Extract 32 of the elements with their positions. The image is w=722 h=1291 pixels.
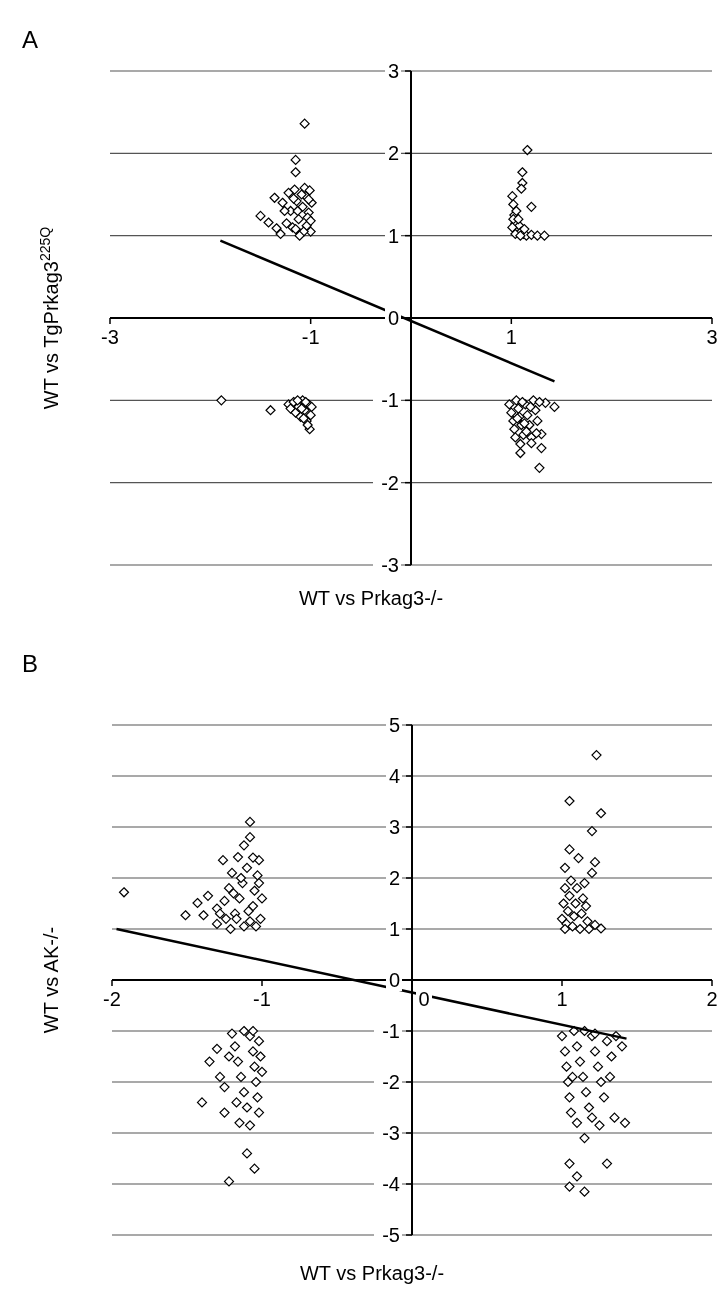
- y-tick-label: 2: [388, 867, 400, 889]
- chart-title: B: [22, 650, 39, 677]
- x-tick-label: 2: [706, 988, 718, 1010]
- y-tick-label: 1: [387, 224, 399, 247]
- x-axis-title: WT vs Prkag3-/-: [299, 1262, 445, 1284]
- x-tick-label: -3: [101, 326, 119, 348]
- y-tick-label: -3: [381, 554, 399, 576]
- y-tick-label: 2: [387, 142, 399, 165]
- y-tick-label: -1: [381, 389, 399, 412]
- y-tick-label: 0: [387, 307, 399, 329]
- x-tick-label: 1: [505, 326, 517, 348]
- x-axis-title: WT vs Prkag3-/-: [298, 587, 444, 609]
- y-tick-label: -1: [382, 1020, 400, 1042]
- y-tick-label: -3: [382, 1122, 400, 1144]
- x-tick-label: 3: [706, 326, 718, 348]
- x-tick-label: 1: [556, 988, 568, 1010]
- x-tick-label: -2: [103, 988, 121, 1010]
- y-tick-label: 3: [388, 816, 400, 838]
- y-tick-label: -2: [381, 471, 399, 494]
- y-tick-label: 3: [387, 60, 399, 82]
- y-tick-label: 4: [388, 765, 400, 787]
- y-tick-label: 5: [388, 714, 400, 736]
- x-tick-label: -1: [253, 988, 271, 1010]
- y-tick-label: -4: [382, 1173, 400, 1195]
- y-tick-label: -2: [382, 1071, 400, 1093]
- y-tick-label: -5: [382, 1224, 400, 1246]
- chart-title: A: [22, 26, 39, 53]
- y-tick-label: 0: [388, 969, 400, 991]
- x-tick-label: 0: [418, 988, 430, 1010]
- x-tick-label: -1: [301, 326, 320, 348]
- y-axis-title: WT vs AK-/-: [40, 926, 62, 1034]
- y-tick-label: 1: [388, 918, 400, 940]
